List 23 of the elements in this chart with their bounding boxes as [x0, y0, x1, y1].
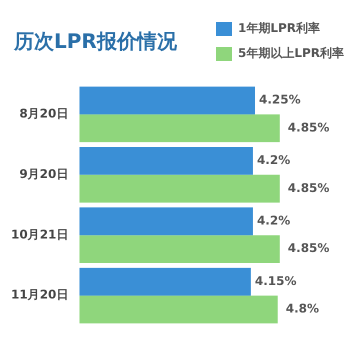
legend-label: 1年期LPR利率 — [238, 20, 320, 37]
data-label: 4.85% — [288, 241, 330, 256]
bar — [79, 147, 253, 175]
bar — [79, 207, 253, 236]
data-label: 4.85% — [288, 120, 330, 134]
bar — [79, 114, 280, 142]
y-tick-label: 8月20日 — [19, 106, 68, 121]
data-label: 4.25% — [259, 92, 301, 107]
y-tick-label: 11月20日 — [10, 288, 68, 302]
data-label: 4.8% — [286, 302, 320, 316]
chart-title: 历次LPR报价情况 — [12, 28, 177, 54]
legend-label: 5年期以上LPR利率 — [238, 45, 344, 62]
y-tick-label: 10月21日 — [10, 227, 68, 242]
data-label: 4.15% — [254, 274, 297, 288]
y-tick-label: 9月20日 — [19, 166, 68, 181]
bar — [79, 174, 280, 203]
bar — [79, 296, 278, 324]
data-label: 4.2% — [256, 213, 290, 228]
bar — [79, 86, 256, 114]
bar — [79, 235, 280, 263]
bar — [79, 268, 251, 296]
data-label: 4.2% — [256, 153, 290, 168]
data-label: 4.85% — [288, 180, 330, 195]
